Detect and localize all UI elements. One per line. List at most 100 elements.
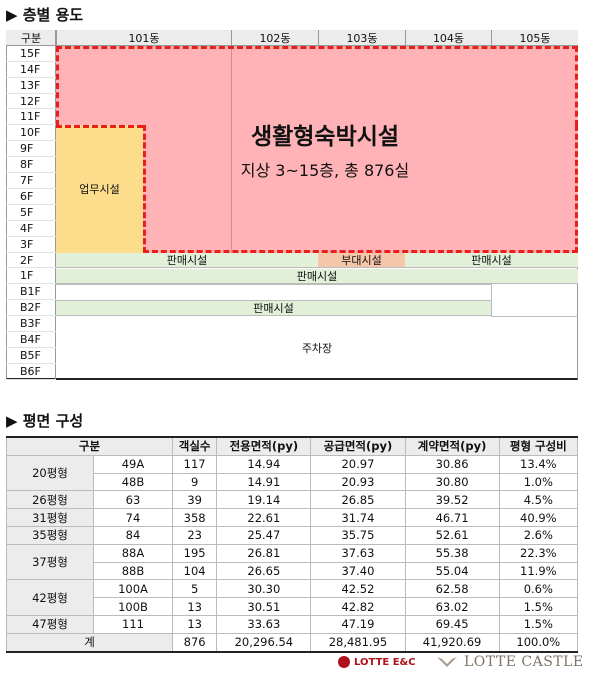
subtype-cell: 48B bbox=[93, 472, 173, 492]
retail-1f: 판매시설 bbox=[56, 268, 578, 285]
rooms-cell: 23 bbox=[171, 525, 218, 545]
excl-cell: 26.65 bbox=[216, 561, 312, 581]
floor-label-6f: 6F bbox=[6, 189, 56, 205]
excl-cell: 22.61 bbox=[216, 508, 312, 527]
floor-label-8f: 8F bbox=[6, 157, 56, 174]
floor-label-3f: 3F bbox=[6, 237, 56, 253]
contract-cell: 63.02 bbox=[404, 597, 500, 616]
office-outline-right bbox=[143, 125, 146, 253]
supply-cell: 20.97 bbox=[310, 454, 406, 474]
building-header-2: 102동 bbox=[231, 30, 318, 46]
floor-label-b6f: B6F bbox=[6, 364, 56, 380]
subtype-cell: 100A bbox=[93, 579, 173, 599]
floor-label-b1f: B1F bbox=[6, 284, 56, 301]
ratio-cell: 1.0% bbox=[498, 472, 579, 492]
floor-label-1f: 1F bbox=[6, 269, 56, 285]
total-excl: 20,296.54 bbox=[216, 632, 312, 653]
floor-label-7f: 7F bbox=[6, 173, 56, 189]
supply-cell: 47.19 bbox=[310, 614, 406, 634]
floor-label-11f: 11F bbox=[6, 110, 56, 126]
type-cell: 47평형 bbox=[6, 614, 94, 634]
subtype-cell: 63 bbox=[93, 490, 173, 510]
floor-label-14f: 14F bbox=[6, 62, 56, 78]
floor-label-b3f: B3F bbox=[6, 316, 56, 333]
excl-cell: 30.51 bbox=[216, 597, 312, 616]
contract-cell: 30.80 bbox=[404, 472, 500, 492]
type-cell: 35평형 bbox=[6, 525, 94, 545]
excl-cell: 30.30 bbox=[216, 579, 312, 599]
floor-label-b5f: B5F bbox=[6, 348, 56, 364]
total-rooms: 876 bbox=[171, 632, 218, 653]
excl-cell: 19.14 bbox=[216, 490, 312, 510]
parking-zone: 주차장 bbox=[301, 341, 333, 355]
ratio-cell: 1.5% bbox=[498, 597, 579, 616]
supply-cell: 35.75 bbox=[310, 525, 406, 545]
total-contract: 41,920.69 bbox=[404, 632, 500, 653]
header-ratio: 평형 구성비 bbox=[498, 435, 579, 456]
header-rooms: 객실수 bbox=[171, 435, 218, 456]
residence-zone-upper bbox=[56, 45, 578, 126]
header-category: 구분 bbox=[20, 31, 42, 45]
floor-label-b2f: B2F bbox=[6, 300, 56, 317]
floor-use-title: ▶ 층별 용도 bbox=[6, 6, 84, 24]
rooms-cell: 13 bbox=[171, 614, 218, 634]
excl-cell: 14.94 bbox=[216, 454, 312, 474]
building-header-4: 104동 bbox=[405, 30, 491, 46]
table-row: 47평형 111 13 33.63 47.19 69.45 1.5% bbox=[6, 614, 579, 634]
type-cell: 20평형 bbox=[6, 454, 94, 492]
table-row: 37평형 88A 195 26.81 37.63 55.38 22.3% bbox=[6, 543, 579, 581]
subtype-cell: 84 bbox=[93, 525, 173, 545]
subtype-cell: 49A bbox=[93, 454, 173, 474]
contract-cell: 69.45 bbox=[404, 614, 500, 634]
supply-cell: 26.85 bbox=[310, 490, 406, 510]
floor-label-9f: 9F bbox=[6, 141, 56, 158]
rooms-cell: 5 bbox=[171, 579, 218, 599]
building-header-1: 101동 bbox=[56, 30, 231, 46]
lotte-castle-logo: LOTTE CASTLE bbox=[436, 654, 584, 670]
rooms-cell: 9 bbox=[171, 472, 218, 492]
table-row: 48B 9 14.91 20.93 30.80 1.0% bbox=[7, 472, 579, 492]
contract-cell: 39.52 bbox=[404, 490, 500, 510]
table-row: 31평형 74 358 22.61 31.74 46.71 40.9% bbox=[6, 508, 579, 527]
building-header-5: 105동 bbox=[491, 30, 578, 46]
plan-table: 구분 객실수 전용면적(py) 공급면적(py) 계약면적(py) 평형 구성비… bbox=[6, 435, 579, 653]
b1f-divider bbox=[56, 284, 491, 286]
floor-label-5f: 5F bbox=[6, 205, 56, 221]
contract-cell: 30.86 bbox=[404, 454, 500, 474]
contract-cell: 55.04 bbox=[404, 561, 500, 581]
retail-b2f: 판매시설 bbox=[56, 300, 491, 317]
contract-cell: 52.61 bbox=[404, 525, 500, 545]
rooms-cell: 358 bbox=[171, 508, 218, 527]
excl-cell: 14.91 bbox=[216, 472, 312, 492]
floor-label-12f: 12F bbox=[6, 94, 56, 110]
residence-subtitle: 지상 3~15층, 총 876실 bbox=[240, 161, 410, 180]
basement-right-divider bbox=[491, 284, 492, 317]
total-label: 계 bbox=[6, 632, 173, 653]
ratio-cell: 11.9% bbox=[498, 561, 579, 581]
header-exclusive: 전용면적(py) bbox=[216, 435, 312, 456]
rooms-cell: 117 bbox=[171, 454, 218, 474]
floor-label-2f: 2F bbox=[6, 253, 56, 269]
residence-zone-lower bbox=[143, 125, 578, 253]
excl-cell: 33.63 bbox=[216, 614, 312, 634]
floor-plan-title: ▶ 평면 구성 bbox=[6, 412, 84, 430]
aux-2f: 부대시설 bbox=[318, 252, 405, 269]
b2f-right-line bbox=[491, 316, 578, 318]
table-row: 26평형 63 39 19.14 26.85 39.52 4.5% bbox=[6, 490, 579, 510]
floor-label-column bbox=[6, 30, 56, 380]
floor-label-b4f: B4F bbox=[6, 332, 56, 348]
contract-cell: 62.58 bbox=[404, 579, 500, 599]
floor-table-header bbox=[6, 30, 578, 46]
residence-outline-upper bbox=[56, 45, 578, 127]
contract-cell: 46.71 bbox=[404, 508, 500, 527]
type-cell: 42평형 bbox=[6, 579, 94, 616]
subtype-cell: 100B bbox=[93, 597, 173, 616]
type-cell: 26평형 bbox=[6, 490, 94, 510]
ratio-cell: 22.3% bbox=[498, 543, 579, 563]
excl-cell: 25.47 bbox=[216, 525, 312, 545]
lotte-ec-logo: LOTTE E&C bbox=[338, 656, 416, 668]
castle-wing-icon bbox=[437, 657, 457, 667]
residence-title: 생활형숙박시설 bbox=[250, 124, 400, 150]
ratio-cell: 1.5% bbox=[498, 614, 579, 634]
